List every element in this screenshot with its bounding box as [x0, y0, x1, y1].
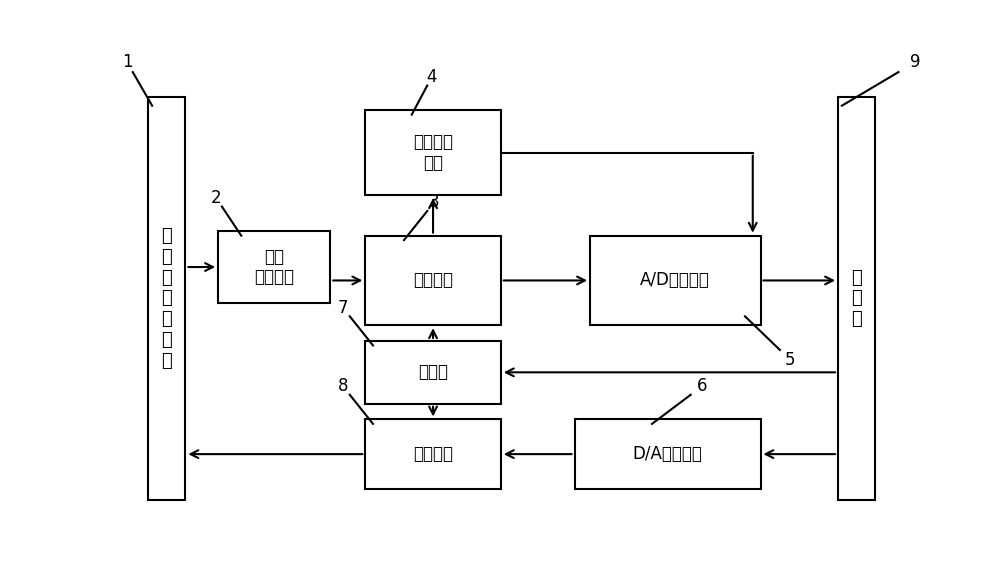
Text: 6: 6	[697, 377, 708, 395]
Bar	[365, 236, 501, 325]
Bar	[574, 420, 761, 489]
Text: 1: 1	[122, 53, 132, 71]
Text: 5: 5	[785, 351, 796, 369]
Text: 4: 4	[427, 68, 437, 86]
Text: 9: 9	[910, 53, 921, 71]
Text: 7: 7	[338, 299, 348, 317]
Text: 正
弦
交
流
电
流
源: 正 弦 交 流 电 流 源	[161, 227, 172, 370]
Text: 电压采样
单元: 电压采样 单元	[413, 133, 453, 172]
Text: 待测电池: 待测电池	[413, 271, 453, 289]
Text: 8: 8	[338, 377, 348, 395]
Text: 2: 2	[211, 189, 221, 207]
Bar	[218, 231, 330, 303]
Bar	[365, 341, 501, 404]
Text: 继电器: 继电器	[418, 363, 448, 381]
Text: 第一
隔直电容: 第一 隔直电容	[254, 247, 294, 286]
Text: 3: 3	[429, 193, 440, 211]
Text: D/A转换单元: D/A转换单元	[633, 445, 702, 463]
Text: A/D转换单元: A/D转换单元	[640, 271, 710, 289]
Bar	[365, 420, 501, 489]
Text: 控
制
器: 控 制 器	[851, 268, 862, 328]
Bar	[838, 97, 875, 500]
Text: 电子负载: 电子负载	[413, 445, 453, 463]
Bar	[590, 236, 761, 325]
Bar	[365, 110, 501, 196]
Bar	[148, 97, 185, 500]
